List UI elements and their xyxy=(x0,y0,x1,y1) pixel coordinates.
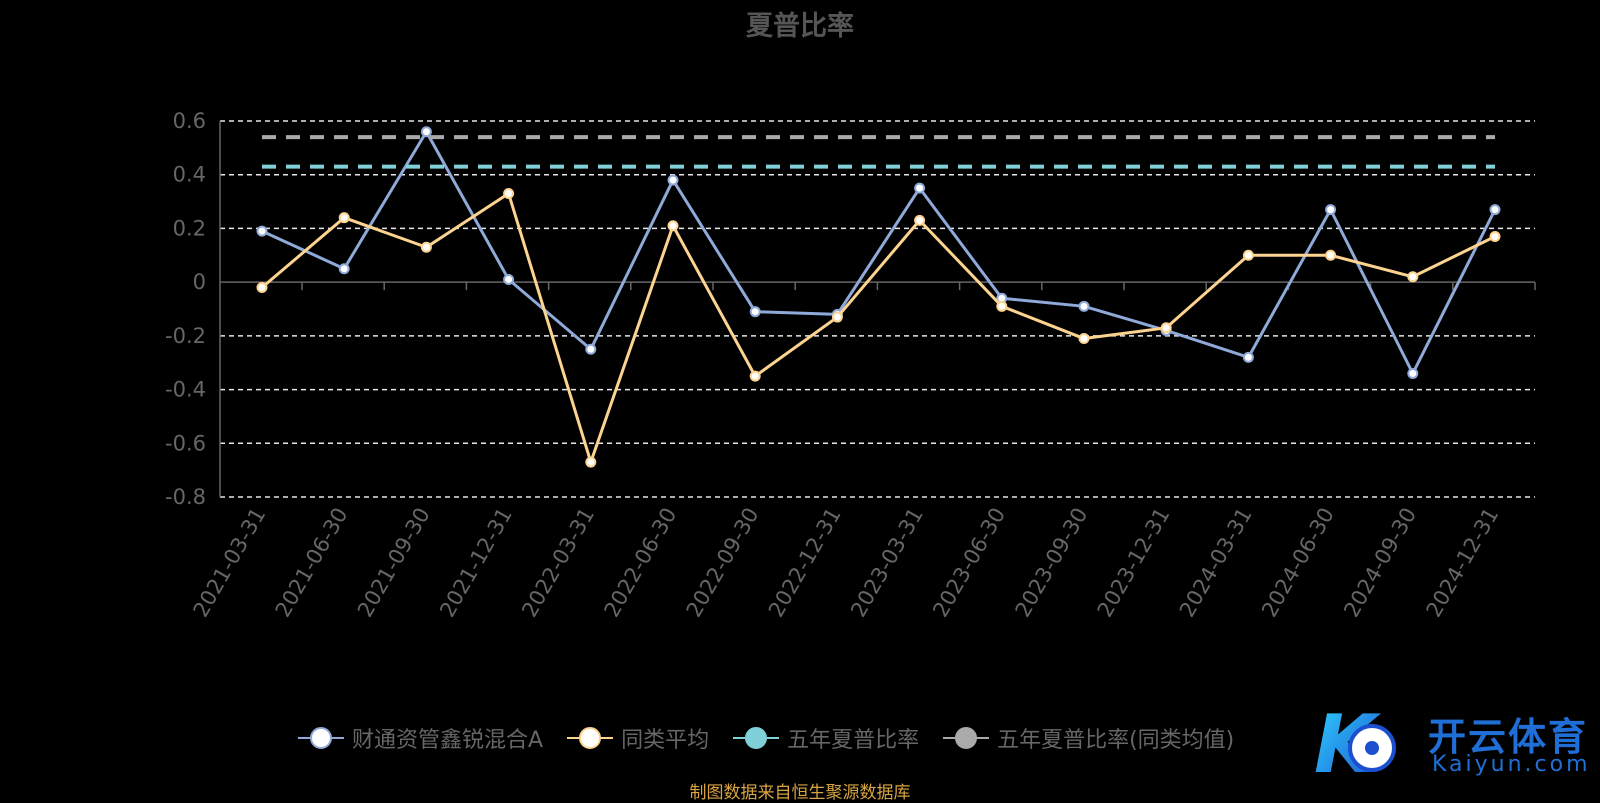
y-tick-label: -0.4 xyxy=(165,378,206,402)
y-tick-label: 0 xyxy=(193,270,206,294)
y-tick-label: -0.8 xyxy=(165,485,206,509)
x-tick-label: 2023-09-30 xyxy=(1011,504,1093,622)
x-tick-label: 2021-09-30 xyxy=(353,504,435,622)
y-tick-label: -0.6 xyxy=(165,431,206,455)
chart-title: 夏普比率 xyxy=(746,11,854,42)
series-point-1 xyxy=(503,188,515,200)
series-point-0 xyxy=(256,225,268,237)
series-point-0 xyxy=(667,174,679,186)
y-tick-label: 0.4 xyxy=(173,163,206,187)
series-line-0 xyxy=(261,130,1497,375)
series-point-0 xyxy=(503,273,515,285)
x-tick-label: 2023-03-31 xyxy=(846,504,928,622)
x-tick-label: 2021-03-31 xyxy=(189,504,271,622)
legend-dot-five-year-sharpe-peer xyxy=(955,727,978,749)
legend-dot-five-year-sharpe xyxy=(745,727,768,749)
series-point-1 xyxy=(1407,271,1419,283)
legend-label-peer-average: 同类平均 xyxy=(621,728,710,753)
x-tick-labels: 2021-03-31 2021-06-30 2021-09-30 2021-12-31… xyxy=(189,504,1504,622)
x-tick-label: 2022-06-30 xyxy=(600,504,682,622)
legend-marker-peer-average-icon xyxy=(567,727,614,749)
y-tick-label: 0.6 xyxy=(173,109,206,133)
x-tick-label: 2024-03-31 xyxy=(1175,504,1257,622)
x-tick-label: 2022-09-30 xyxy=(682,504,764,622)
legend-item-fund[interactable]: 财通资管鑫锐混合A xyxy=(296,722,543,754)
series-point-1 xyxy=(1078,333,1090,345)
legend-item-five-year-sharpe-peer[interactable]: 五年夏普比率(同类均值) xyxy=(941,722,1234,754)
source-note: 制图数据来自恒生聚源数据库 xyxy=(689,783,911,803)
x-tick-label: 2023-12-31 xyxy=(1093,504,1175,622)
x-tick-label: 2021-06-30 xyxy=(271,504,353,622)
legend-dot-peer-average xyxy=(579,727,602,749)
series-point-1 xyxy=(667,220,679,232)
series-point-0 xyxy=(585,343,597,355)
grid-lines xyxy=(220,120,1535,498)
x-tick-label: 2022-12-31 xyxy=(764,504,846,622)
logo-ball-center xyxy=(1365,741,1379,755)
series-point-1 xyxy=(749,370,761,382)
x-tick-label: 2021-12-31 xyxy=(435,504,517,622)
series-point-1 xyxy=(831,311,843,323)
series-point-0 xyxy=(1325,204,1337,216)
legend: 财通资管鑫锐混合A 同类平均 五年夏普比率 五年夏普比率(同类均值) xyxy=(296,718,1256,758)
legend-item-peer-average[interactable]: 同类平均 xyxy=(565,722,709,754)
series-point-1 xyxy=(1242,249,1254,261)
x-tick-label: 2024-12-31 xyxy=(1422,504,1504,622)
series-point-1 xyxy=(1489,230,1501,242)
y-tick-label: 0.2 xyxy=(173,216,206,240)
series-point-0 xyxy=(1489,204,1501,216)
brand-logo-icon: K xyxy=(1314,698,1396,791)
y-tick-label: -0.2 xyxy=(165,324,206,348)
series-point-0 xyxy=(338,263,350,275)
series-lines xyxy=(256,126,1501,468)
legend-item-five-year-sharpe[interactable]: 五年夏普比率 xyxy=(731,722,919,754)
series-point-0 xyxy=(1078,300,1090,312)
brand-logo: K 开云体育 Kaiyun.com xyxy=(1310,698,1591,791)
series-point-0 xyxy=(420,126,432,138)
logo-text-en: Kaiyun.com xyxy=(1432,752,1591,777)
series-point-0 xyxy=(749,306,761,318)
legend-marker-five-year-sharpe-icon xyxy=(733,727,780,749)
x-tick-label: 2024-06-30 xyxy=(1257,504,1339,622)
axes xyxy=(219,121,1536,497)
series-point-0 xyxy=(1407,367,1419,379)
chart-plot-area: 0.60.40.20-0.2-0.4-0.6-0.8 2021-03-31 202… xyxy=(165,109,1536,622)
legend-label-five-year-sharpe: 五年夏普比率 xyxy=(787,728,920,753)
series-point-1 xyxy=(338,212,350,224)
series-point-1 xyxy=(256,282,268,294)
legend-label-five-year-sharpe-peer: 五年夏普比率(同类均值) xyxy=(997,728,1235,753)
legend-marker-five-year-sharpe-peer-icon xyxy=(943,727,990,749)
x-tick-label: 2023-06-30 xyxy=(928,504,1010,622)
series-point-1 xyxy=(1325,249,1337,261)
series-point-1 xyxy=(585,456,597,468)
series-point-1 xyxy=(914,214,926,226)
y-tick-labels: 0.6 0.4 0.2 0 -0.2 -0.4 -0.6 -0.8 xyxy=(165,109,206,509)
legend-marker-fund-icon xyxy=(298,727,344,749)
series-point-0 xyxy=(914,182,926,194)
logo-text-cn: 开云体育 xyxy=(1428,715,1589,759)
legend-dot-fund xyxy=(310,727,332,749)
series-point-1 xyxy=(1160,322,1172,334)
x-tick-label: 2022-03-31 xyxy=(517,504,599,622)
x-tick-label: 2024-09-30 xyxy=(1339,504,1421,622)
series-line-1 xyxy=(261,192,1496,464)
series-point-1 xyxy=(420,241,432,253)
legend-label-fund: 财通资管鑫锐混合A xyxy=(352,728,544,753)
series-point-1 xyxy=(996,300,1008,312)
series-point-0 xyxy=(1242,351,1254,363)
